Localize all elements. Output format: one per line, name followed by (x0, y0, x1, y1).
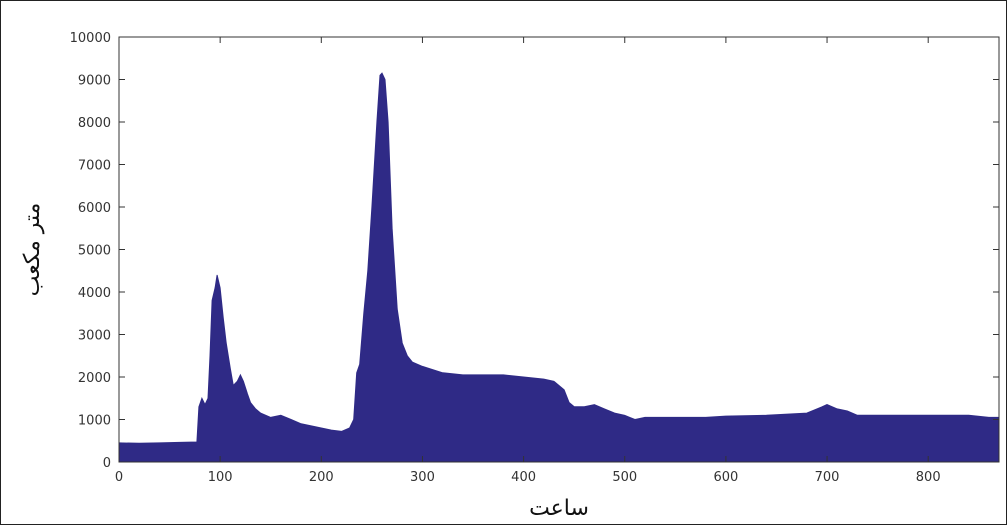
area-layer (118, 72, 1000, 463)
y-tick-label: 4000 (78, 286, 111, 301)
x-tick-label: 100 (208, 470, 233, 485)
x-tick-label: 300 (410, 470, 435, 485)
x-tick-label: 700 (815, 470, 840, 485)
x-tick-label: 600 (713, 470, 738, 485)
area-series-0 (118, 72, 1000, 463)
y-tick-label: 0 (103, 456, 111, 471)
y-tick-label: 2000 (78, 371, 111, 386)
y-tick-label: 5000 (78, 244, 111, 259)
x-tick-label: 500 (612, 470, 637, 485)
y-tick-label: 7000 (78, 159, 111, 174)
x-tick-label: 800 (916, 470, 941, 485)
x-tick-label: 200 (309, 470, 334, 485)
y-tick-label: 3000 (78, 329, 111, 344)
x-axis-title: ساعت (529, 496, 589, 521)
x-axis-ticks: 0 100 200 300 400 500 600 700 800 (115, 37, 941, 485)
y-tick-label: 10000 (70, 31, 111, 46)
y-tick-label: 6000 (78, 201, 111, 216)
x-tick-label: 0 (115, 470, 123, 485)
x-tick-label: 400 (511, 470, 536, 485)
y-axis-title: متر مکعب (20, 203, 45, 297)
y-tick-label: 8000 (78, 116, 111, 131)
y-tick-label: 1000 (78, 414, 111, 429)
y-tick-label: 9000 (78, 74, 111, 89)
y-axis-ticks: 0 1000 2000 3000 4000 5000 6000 7000 8000 9000 100… (70, 31, 999, 471)
